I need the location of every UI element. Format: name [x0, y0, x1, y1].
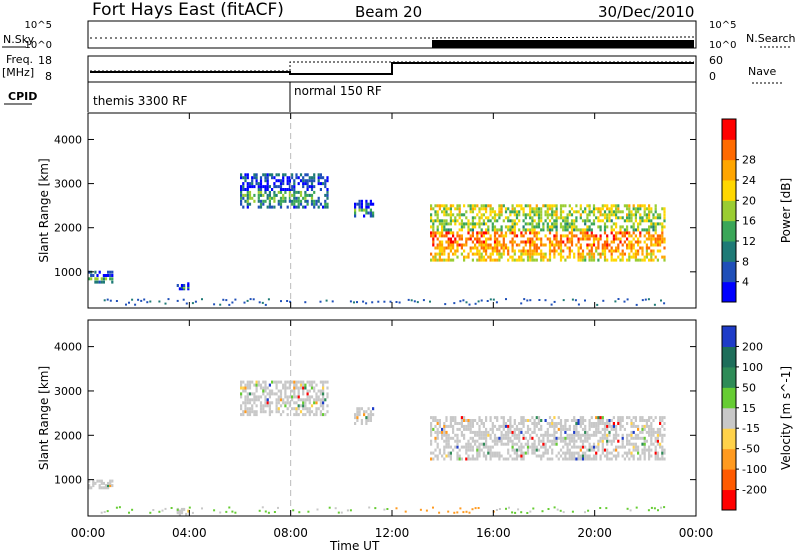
station-title: Fort Hays East (fitACF) — [92, 0, 284, 20]
nsky-tick-top: 10^5 — [25, 20, 52, 31]
nsearch-tick-bottom: 10^0 — [709, 40, 736, 51]
date-label: 30/Dec/2010 — [598, 3, 694, 21]
near-range-echoes — [103, 298, 666, 306]
cpid-mode-2: normal 150 RF — [294, 84, 382, 98]
colorbar-tick-label: -15 — [742, 422, 760, 435]
echo-region — [88, 479, 114, 490]
colorbar-tick-label: 8 — [742, 255, 749, 268]
colorbar-swatch — [722, 489, 736, 511]
nsearch-tick-top: 10^5 — [709, 20, 736, 31]
colorbar-swatch — [722, 407, 736, 429]
y-tick-label: 4000 — [54, 341, 82, 354]
colorbar-tick-label: -100 — [742, 463, 767, 476]
freq-tick-top: 18 — [38, 54, 52, 67]
nsearch-trace — [432, 40, 694, 48]
x-tick-label: 08:00 — [273, 526, 308, 540]
echo-region — [240, 380, 329, 417]
x-tick-label: 12:00 — [375, 526, 410, 540]
colorbar-tick-label: -200 — [742, 484, 767, 497]
colorbar-tick-label: 50 — [742, 381, 756, 394]
colorbar-tick-label: 4 — [742, 276, 749, 289]
beam-label: Beam 20 — [355, 3, 422, 21]
colorbar-swatch — [722, 428, 736, 450]
colorbar: 200 100 50 15 -15 -50 -100 -200 Velocity [m s^-1… — [721, 325, 793, 511]
colorbar-label: Power [dB] — [779, 178, 793, 243]
colorbar-tick-label: 15 — [742, 402, 756, 415]
near-range-echoes — [100, 506, 666, 514]
echo-region — [430, 204, 666, 262]
colorbar-frame — [721, 325, 737, 511]
colorbar-tick-label: 100 — [742, 361, 763, 374]
y-tick-label: 3000 — [54, 385, 82, 398]
colorbar-tick-label: 200 — [742, 340, 763, 353]
echo-region — [240, 173, 329, 209]
colorbar-swatch — [722, 200, 736, 222]
colorbar-tick-label: 28 — [742, 154, 756, 167]
echo-region — [430, 416, 666, 461]
cpid-label: CPID — [8, 90, 37, 103]
y-tick-label: 2000 — [54, 429, 82, 442]
colorbar-swatch — [722, 139, 736, 161]
colorbar-tick-label: -50 — [742, 443, 760, 456]
colorbar: 4 8 12 16 20 24 28 Power [dB] — [721, 118, 793, 303]
colorbar-swatch — [722, 469, 736, 491]
x-axis-label: Time UT — [329, 539, 380, 553]
nsky-tick-bottom: 10^0 — [25, 40, 52, 51]
colorbar-swatch — [722, 448, 736, 470]
cpid-mode-1: themis 3300 RF — [93, 94, 187, 108]
freq-label: Freq. — [6, 53, 33, 66]
y-axis-label: Slant Range [km] — [37, 366, 51, 470]
echo-region — [176, 507, 190, 516]
echo-region — [354, 199, 375, 218]
colorbar-swatch — [722, 366, 736, 388]
x-tick-label: 16:00 — [476, 526, 511, 540]
colorbar-tick-label: 16 — [742, 215, 756, 228]
colorbar-swatch — [722, 281, 736, 303]
colorbar-swatch — [722, 241, 736, 262]
x-tick-label: 04:00 — [172, 526, 207, 540]
y-tick-label: 4000 — [54, 133, 82, 146]
nave-tick-top: 60 — [709, 54, 723, 67]
nsky-panel — [87, 20, 697, 49]
nave-trace — [90, 61, 694, 72]
y-axis-label: Slant Range [km] — [37, 158, 51, 262]
colorbar-tick-label: 20 — [742, 194, 756, 207]
freq-tick-bottom: 8 — [45, 70, 52, 83]
colorbar-swatch — [722, 261, 736, 283]
plot-frame — [87, 319, 697, 517]
aux-panels: N.Sky 10^5 10^0 10^5 10^0 N.Search Freq.… — [2, 20, 796, 112]
colorbar-tick-label: 12 — [742, 235, 756, 248]
nsearch-label: N.Search — [746, 32, 796, 45]
nave-tick-bottom: 0 — [709, 70, 716, 83]
x-tick-label: 00:00 — [679, 526, 714, 540]
echo-region — [176, 282, 190, 291]
colorbar-swatch — [722, 119, 736, 140]
colorbar-swatch — [722, 220, 736, 242]
freq-unit: [MHz] — [2, 66, 34, 79]
colorbar-swatch — [722, 387, 736, 409]
echo-region — [354, 407, 375, 425]
y-tick-label: 1000 — [54, 474, 82, 487]
y-tick-label: 2000 — [54, 222, 82, 235]
y-tick-label: 1000 — [54, 266, 82, 279]
colorbar-swatch — [722, 159, 736, 181]
x-tick-label: 20:00 — [577, 526, 612, 540]
nsearch-trace-dots — [419, 36, 697, 39]
freq-trace — [90, 62, 694, 75]
x-tick-label: 00:00 — [71, 526, 106, 540]
colorbar-swatch — [722, 180, 736, 201]
nsky-label: N.Sky — [3, 33, 35, 46]
colorbar-frame — [721, 118, 737, 303]
colorbar-swatch — [722, 346, 736, 368]
colorbar-swatch — [722, 326, 736, 347]
y-tick-label: 3000 — [54, 178, 82, 191]
colorbar-label: Velocity [m s^-1] — [779, 366, 793, 470]
freq-panel — [87, 55, 697, 83]
echo-region — [88, 270, 114, 284]
nave-label: Nave — [748, 65, 776, 78]
colorbar-tick-label: 24 — [742, 174, 756, 187]
